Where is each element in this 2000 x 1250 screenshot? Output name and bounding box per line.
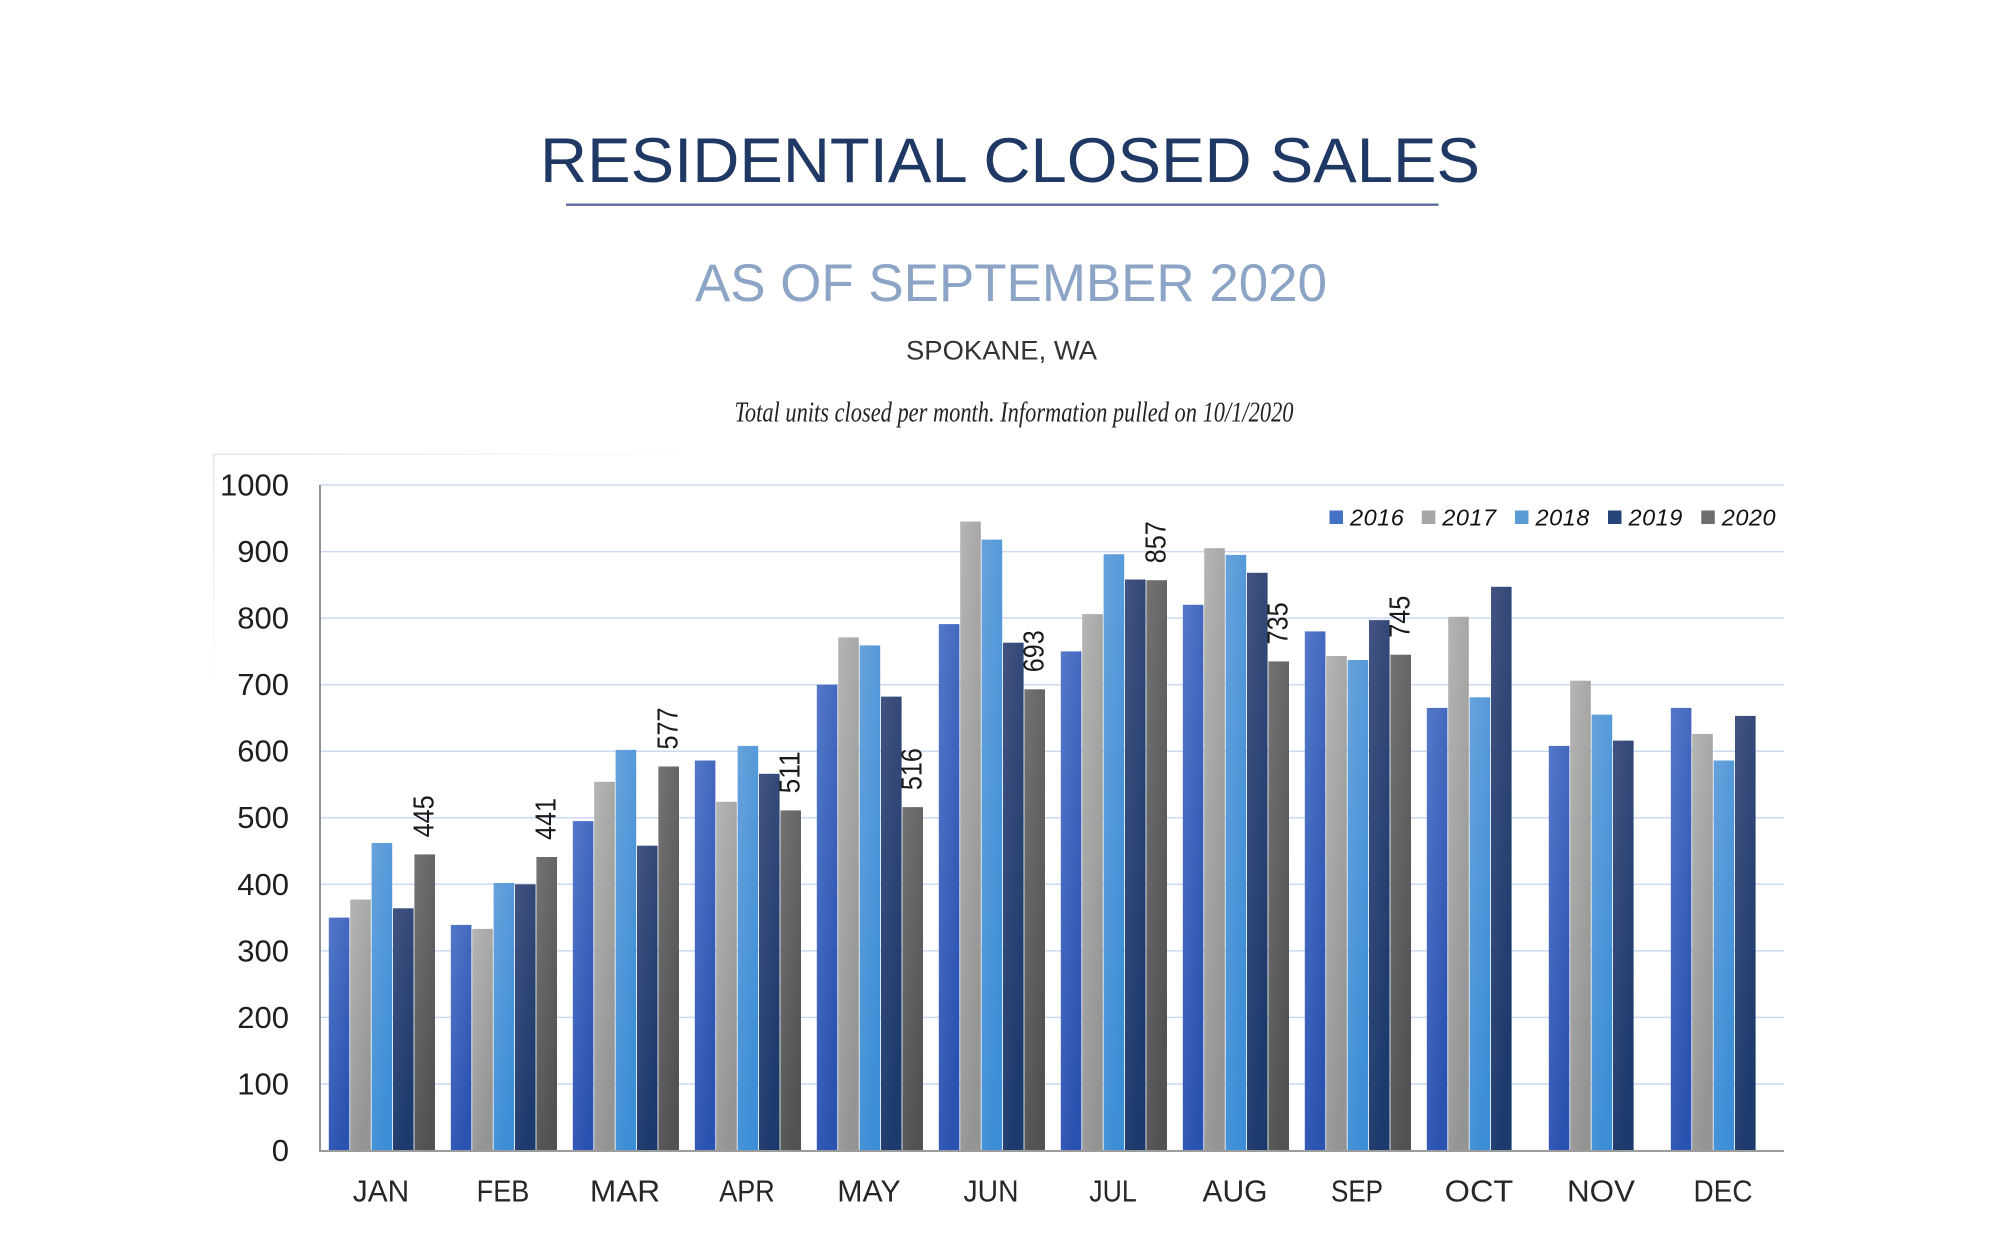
svg-text:857: 857 — [1140, 521, 1172, 563]
svg-text:577: 577 — [652, 708, 684, 750]
svg-text:500: 500 — [237, 800, 289, 835]
svg-text:MAR: MAR — [590, 1174, 660, 1209]
svg-text:2019: 2019 — [1628, 505, 1683, 531]
svg-text:735: 735 — [1262, 602, 1294, 644]
svg-text:300: 300 — [237, 933, 289, 968]
svg-text:900: 900 — [237, 534, 289, 569]
svg-text:JAN: JAN — [353, 1174, 409, 1209]
svg-text:2016: 2016 — [1349, 505, 1405, 531]
svg-text:441: 441 — [530, 798, 562, 840]
svg-text:693: 693 — [1018, 630, 1050, 672]
svg-text:FEB: FEB — [477, 1174, 530, 1209]
svg-text:700: 700 — [237, 667, 289, 702]
svg-text:RESIDENTIAL CLOSED SALES: RESIDENTIAL CLOSED SALES — [540, 126, 1480, 196]
svg-text:2020: 2020 — [1721, 505, 1776, 531]
svg-text:200: 200 — [237, 1000, 289, 1035]
svg-text:APR: APR — [719, 1174, 774, 1209]
svg-text:Total units closed per month.: Total units closed per month. Informatio… — [735, 397, 1294, 429]
svg-text:600: 600 — [237, 734, 289, 769]
svg-text:DEC: DEC — [1694, 1174, 1753, 1209]
svg-text:511: 511 — [774, 751, 806, 793]
svg-text:1000: 1000 — [220, 468, 289, 503]
svg-text:516: 516 — [896, 748, 928, 790]
svg-text:AUG: AUG — [1203, 1174, 1268, 1209]
svg-text:SEP: SEP — [1331, 1174, 1383, 1209]
svg-text:100: 100 — [237, 1067, 289, 1102]
svg-text:NOV: NOV — [1567, 1174, 1635, 1209]
svg-text:800: 800 — [237, 601, 289, 636]
svg-text:2017: 2017 — [1441, 505, 1497, 531]
svg-text:OCT: OCT — [1445, 1174, 1514, 1209]
svg-text:JUL: JUL — [1089, 1174, 1136, 1209]
svg-text:AS OF SEPTEMBER 2020: AS OF SEPTEMBER 2020 — [695, 254, 1327, 313]
svg-text:2018: 2018 — [1535, 505, 1590, 531]
svg-text:0: 0 — [272, 1133, 289, 1168]
svg-text:JUN: JUN — [964, 1174, 1019, 1209]
svg-text:445: 445 — [408, 795, 440, 837]
svg-text:SPOKANE, WA: SPOKANE, WA — [906, 336, 1097, 366]
svg-text:MAY: MAY — [837, 1174, 900, 1209]
svg-text:400: 400 — [237, 867, 289, 902]
svg-text:745: 745 — [1384, 596, 1416, 638]
